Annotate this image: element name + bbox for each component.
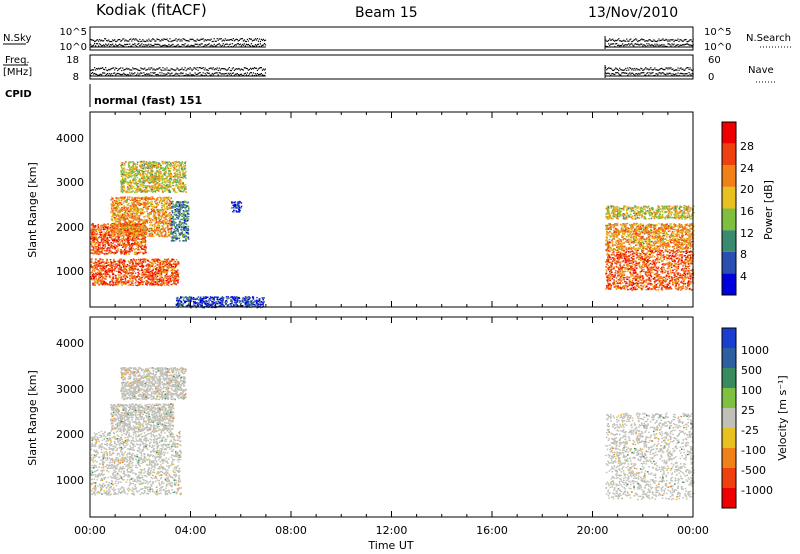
- nsearch-tick-top: 10^5: [704, 27, 731, 38]
- vel-cbar-swatch-5: [722, 388, 736, 408]
- xtick-2000: 20:00: [577, 524, 609, 537]
- power-cbar-tick-4: 4: [740, 270, 747, 283]
- power-cbar-swatch-7: [722, 122, 736, 144]
- xtick-1600: 16:00: [476, 524, 508, 537]
- axis-tick-marks: [89, 112, 694, 517]
- nave-label: Nave: [748, 65, 774, 76]
- freq-label-2: [MHz]: [3, 67, 32, 78]
- velocity-cbar-tick-neg1000: -1000: [741, 484, 773, 497]
- velocity-ytick-1000: 1000: [56, 474, 84, 487]
- power-yaxis: 1000 2000 3000 4000: [56, 132, 84, 278]
- power-cbar-tick-16: 16: [740, 205, 754, 218]
- vel-cbar-swatch-7: [722, 348, 736, 368]
- nsky-tick-top: 10^5: [60, 27, 87, 38]
- power-colorbar-label: Power [dB]: [762, 180, 775, 240]
- velocity-colorbar-frame: [721, 327, 737, 509]
- power-region-0: [90, 258, 180, 287]
- velocity-cbar-tick-500: 500: [741, 364, 762, 377]
- power-cbar-swatch-1: [722, 251, 736, 274]
- power-region-6: [231, 200, 243, 213]
- power-ytick-4000: 4000: [56, 132, 84, 145]
- velocity-region-0: [90, 430, 182, 496]
- power-cbar-tick-8: 8: [740, 248, 747, 261]
- vel-cbar-swatch-0: [722, 488, 736, 508]
- velocity-yaxis: 1000 2000 3000 4000: [56, 337, 84, 487]
- freq-label-1: Freq.: [5, 55, 30, 66]
- vel-cbar-swatch-3: [722, 428, 736, 448]
- power-cbar-tick-24: 24: [740, 162, 754, 175]
- velocity-cbar-tick-1000: 1000: [741, 344, 769, 357]
- nave-tick-bottom: 0: [708, 72, 714, 83]
- xaxis-label: Time UT: [367, 539, 413, 552]
- nsky-label: N.Sky: [3, 33, 31, 44]
- velocity-ytick-4000: 4000: [56, 337, 84, 350]
- power-region-8: [605, 222, 695, 251]
- power-ytick-2000: 2000: [56, 221, 84, 234]
- power-colorbar-ticks: 4 8 12 16 20 24 28: [740, 140, 754, 283]
- velocity-colorbar-label: Velocity [m s⁻¹]: [776, 375, 789, 460]
- velocity-region-2: [120, 367, 187, 401]
- vel-cbar-swatch-4: [722, 408, 736, 428]
- vel-cbar-swatch-2: [722, 448, 736, 468]
- power-scatter-data: [90, 160, 695, 309]
- velocity-cbar-tick-neg500: -500: [741, 464, 766, 477]
- velocity-cbar-tick-25: 25: [741, 404, 755, 417]
- velocity-ytick-2000: 2000: [56, 428, 84, 441]
- power-region-4: [170, 200, 190, 242]
- xtick-0000-end: 00:00: [677, 524, 709, 537]
- power-cbar-tick-20: 20: [740, 183, 754, 196]
- cpid-text: normal (fast) 151: [94, 94, 202, 107]
- vel-cbar-swatch-8: [722, 328, 736, 348]
- power-ylabel: Slant Range [km]: [26, 162, 39, 258]
- freq-series: [89, 65, 694, 78]
- velocity-colorbar: [722, 328, 736, 508]
- date-title: 13/Nov/2010: [588, 5, 678, 21]
- beam-title: Beam 15: [355, 5, 418, 21]
- velocity-scatter-data: [90, 367, 695, 501]
- power-cbar-swatch-2: [722, 230, 736, 252]
- freq-panel-frame: [89, 54, 694, 80]
- velocity-colorbar-ticks: 1000 500 100 25 -25 -100 -500 -1000: [741, 344, 773, 497]
- power-colorbar: [722, 122, 736, 295]
- power-region-9: [605, 205, 695, 220]
- power-region-3: [120, 160, 187, 194]
- power-region-2: [110, 196, 172, 238]
- power-region-7: [605, 249, 695, 291]
- xtick-0400: 04:00: [175, 524, 207, 537]
- power-ytick-1000: 1000: [56, 265, 84, 278]
- nsky-tick-bottom: 10^0: [60, 42, 87, 53]
- velocity-cbar-tick-neg25: -25: [741, 424, 759, 437]
- velocity-cbar-tick-neg100: -100: [741, 444, 766, 457]
- vel-cbar-swatch-1: [722, 468, 736, 488]
- velocity-ytick-3000: 3000: [56, 383, 84, 396]
- vel-cbar-swatch-6: [722, 368, 736, 388]
- nsearch-label: N.Search: [746, 33, 791, 44]
- nave-tick-top: 60: [708, 55, 721, 66]
- xtick-0000-start: 00:00: [74, 524, 106, 537]
- xtick-0800: 08:00: [275, 524, 307, 537]
- power-cbar-swatch-4: [722, 186, 736, 209]
- power-cbar-tick-28: 28: [740, 140, 754, 153]
- power-cbar-swatch-0: [722, 273, 736, 295]
- cpid-label: CPID: [5, 89, 32, 100]
- power-ytick-3000: 3000: [56, 176, 84, 189]
- velocity-cbar-tick-100: 100: [741, 384, 762, 397]
- power-cbar-swatch-6: [722, 143, 736, 166]
- velocity-panel-frame: [89, 316, 694, 518]
- time-axis: 00:00 04:00 08:00 12:00 16:00 20:00 00:0…: [74, 524, 709, 537]
- station-title: Kodiak (fitACF): [96, 1, 207, 19]
- power-cbar-swatch-3: [722, 208, 736, 231]
- nsky-series: [89, 36, 694, 49]
- velocity-region-1: [110, 403, 175, 432]
- power-cbar-swatch-5: [722, 165, 736, 187]
- nsearch-tick-bottom: 10^0: [704, 42, 731, 53]
- power-colorbar-frame: [721, 121, 737, 296]
- freq-tick-top: 18: [66, 55, 79, 66]
- freq-tick-bottom: 8: [73, 72, 79, 83]
- xtick-1200: 12:00: [376, 524, 408, 537]
- velocity-region-3: [605, 412, 695, 501]
- velocity-ylabel: Slant Range [km]: [26, 370, 39, 466]
- power-cbar-tick-12: 12: [740, 227, 754, 240]
